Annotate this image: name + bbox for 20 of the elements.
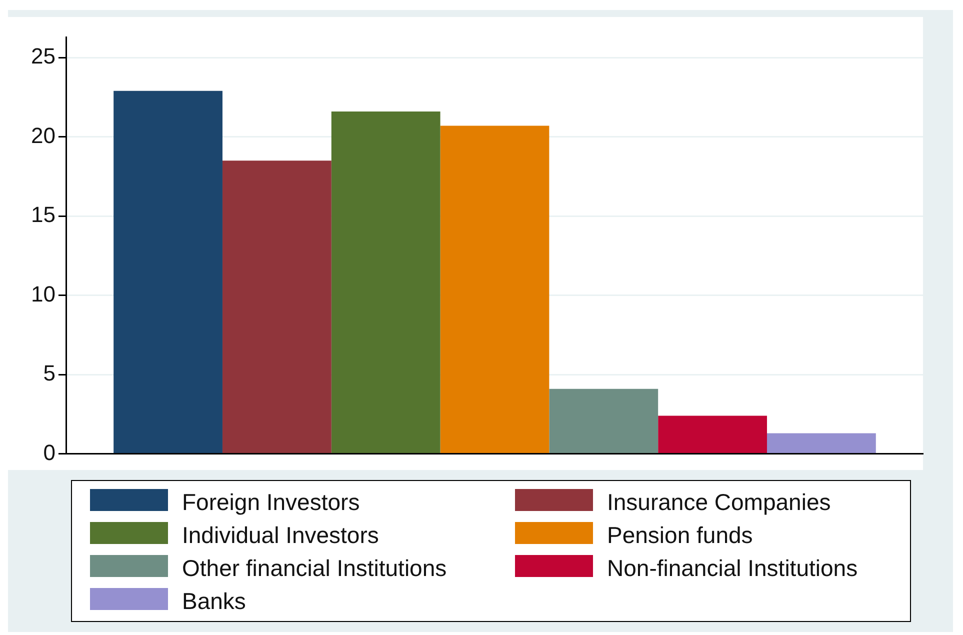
y-tick-label: 10 xyxy=(30,281,56,306)
bar xyxy=(440,126,550,454)
legend-label: Individual Investors xyxy=(182,522,379,549)
bar xyxy=(222,160,332,454)
legend-label: Banks xyxy=(182,588,246,615)
legend-label: Insurance Companies xyxy=(607,489,831,516)
bar xyxy=(331,111,440,454)
y-tick-label: 15 xyxy=(30,202,56,228)
y-tick-label: 0 xyxy=(43,440,56,465)
legend-label: Non-financial Institutions xyxy=(607,555,858,582)
y-tick-label: 20 xyxy=(30,122,56,148)
y-tick-label: 5 xyxy=(43,360,56,386)
legend-label: Foreign Investors xyxy=(182,489,360,516)
bar xyxy=(766,433,876,454)
y-tick-label: 25 xyxy=(30,44,56,69)
bar xyxy=(114,90,222,454)
legend-label: Pension funds xyxy=(607,522,753,549)
bar xyxy=(658,416,767,454)
legend-label: Other financial Institutions xyxy=(182,555,447,582)
bar xyxy=(549,388,658,454)
